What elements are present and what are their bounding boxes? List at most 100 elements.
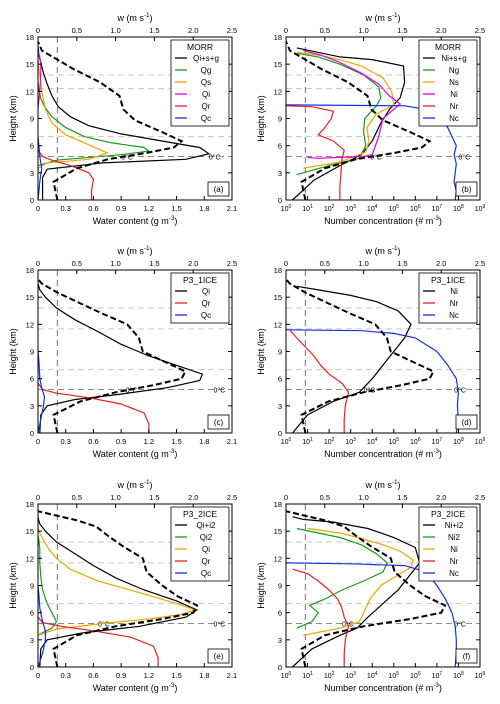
x-tick-label: 101 [302, 437, 313, 446]
y-tick-label: 0 [30, 196, 34, 205]
series-line-Qi [38, 283, 204, 433]
x-tick-label: 108 [453, 204, 464, 213]
series-line-Qi [38, 528, 197, 636]
x-tick-label: 2.1 [227, 671, 237, 680]
panel-label: (d) [462, 418, 472, 427]
y-tick-label: 18 [26, 33, 34, 42]
legend-entry: Ni2 [448, 533, 461, 542]
y-tick-label: 0 [30, 663, 34, 672]
x-tick-label: 106 [410, 437, 421, 446]
top-axis-title: w (m s-1) [116, 12, 152, 23]
y-tick-label: 3 [278, 636, 282, 645]
plot-area [38, 278, 204, 433]
top-tick-label: 0.5 [72, 26, 82, 35]
y-tick-label: 9 [278, 348, 282, 357]
top-tick-label: 2.5 [475, 259, 485, 268]
series-line-Nr [286, 105, 345, 200]
x-tick-label: 102 [324, 437, 335, 446]
x-axis-title: Water content (g m-3) [93, 682, 178, 693]
y-axis-title: Height (km) [8, 328, 18, 375]
legend-entry: Ni [450, 287, 458, 296]
series-line-Ni+i2 [292, 516, 421, 667]
x-tick-label: 109 [475, 204, 486, 213]
y-tick-label: 3 [278, 402, 282, 411]
x-tick-label: 104 [367, 671, 378, 680]
y-tick-label: 6 [278, 142, 282, 151]
panel-label-box [455, 181, 478, 197]
x-tick-label: 108 [453, 671, 464, 680]
w-profile-line [286, 278, 435, 433]
x-axis-title: Water content (g m-3) [93, 215, 178, 226]
series-line-Qc [38, 351, 46, 433]
panel-label: (f) [463, 652, 471, 661]
top-tick-label: 2.5 [227, 259, 237, 268]
x-tick-label: 101 [302, 671, 313, 680]
freezing-label-inner: 0°C [126, 387, 138, 395]
panel-label-box [455, 414, 478, 430]
panel-c: 0°C 0°C 0 0.3 0.6 0.9 1.2 1.5 1.8 2.1 0 0.5 1.0 1.5 2.… [8, 245, 237, 459]
series-line-Ni [303, 527, 414, 636]
legend-box [170, 39, 230, 127]
legend-entry: Nc [449, 311, 459, 320]
series-line-Qi+s+g [38, 46, 211, 200]
legend-entry: Qr [202, 102, 211, 111]
x-tick-label: 0.3 [60, 204, 70, 213]
top-tick-label: 0 [284, 493, 288, 502]
series-line-Qi2 [38, 535, 58, 636]
y-tick-label: 18 [274, 500, 282, 509]
plot-area [38, 41, 211, 200]
legend-entry: Qi+s+g [193, 54, 219, 63]
x-tick-label: 109 [475, 671, 486, 680]
legend-title: P3_1ICE [431, 275, 465, 285]
x-tick-label: 102 [324, 204, 335, 213]
legend-title: P3_2ICE [183, 509, 217, 519]
x-tick-label: 1.5 [171, 437, 181, 446]
y-tick-label: 18 [274, 33, 282, 42]
x-tick-label: 107 [432, 437, 443, 446]
x-tick-label: 107 [432, 204, 443, 213]
legend-entry: Qr [202, 557, 211, 566]
x-tick-label: 103 [345, 204, 356, 213]
x-tick-label: 0 [36, 204, 40, 213]
y-tick-label: 12 [274, 554, 282, 563]
y-axis-title: Height (km) [256, 95, 266, 142]
top-tick-label: 2.5 [475, 493, 485, 502]
freezing-label: 0°C [454, 387, 466, 395]
y-tick-label: 12 [274, 87, 282, 96]
series-line-Nr [292, 568, 350, 667]
y-tick-label: 9 [30, 348, 34, 357]
panel-label: (a) [214, 185, 224, 194]
legend-entry: Ni [450, 545, 458, 554]
x-tick-label: 103 [345, 437, 356, 446]
y-tick-label: 6 [278, 609, 282, 618]
top-tick-label: 0.5 [320, 259, 330, 268]
series-line-Qi [38, 50, 42, 108]
y-tick-label: 0 [30, 429, 34, 438]
top-axis-title: w (m s-1) [364, 12, 400, 23]
x-tick-label: 103 [345, 671, 356, 680]
top-tick-label: 1.5 [397, 493, 407, 502]
top-tick-label: 2.5 [227, 26, 237, 35]
top-tick-label: 1.5 [149, 26, 159, 35]
series-line-Qr [38, 382, 150, 433]
legend-entry: Nr [450, 299, 459, 308]
panel-label: (c) [214, 418, 224, 427]
panel-label: (b) [462, 185, 472, 194]
x-tick-label: 104 [367, 204, 378, 213]
x-axis-title: Number concentration (# m-3) [324, 448, 442, 459]
legend-entry: Qi [202, 545, 210, 554]
x-tick-label: 106 [410, 671, 421, 680]
x-tick-label: 101 [302, 204, 313, 213]
top-tick-label: 1.0 [358, 259, 368, 268]
x-tick-label: 0.9 [116, 437, 126, 446]
x-tick-label: 1.5 [171, 204, 181, 213]
top-tick-label: 1.0 [358, 26, 368, 35]
top-axis-title: w (m s-1) [364, 479, 400, 490]
y-tick-label: 15 [26, 293, 34, 302]
y-tick-label: 6 [30, 609, 34, 618]
y-tick-label: 12 [274, 320, 282, 329]
x-tick-label: 105 [388, 437, 399, 446]
legend-entry: Qg [201, 66, 212, 75]
